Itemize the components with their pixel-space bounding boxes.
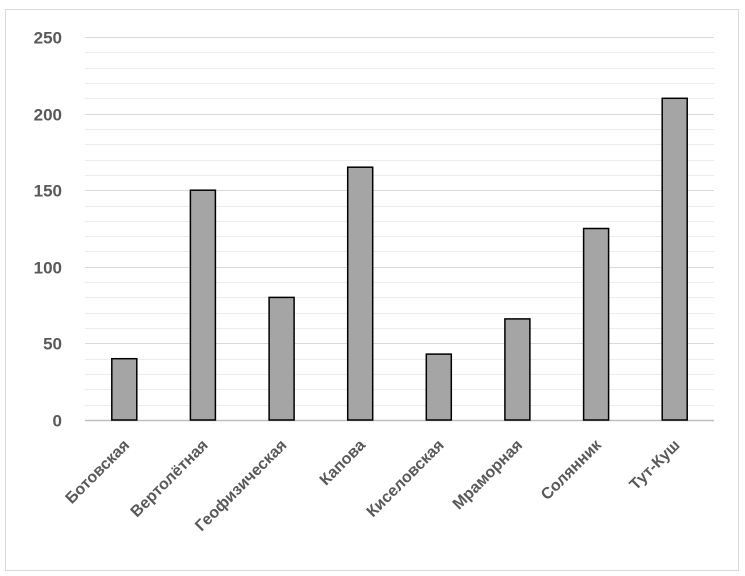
y-axis-tick-labels: 0 50 100 150 200 250 bbox=[34, 29, 62, 431]
x-category-label: Тут-Куш bbox=[627, 437, 684, 494]
y-tick-label: 200 bbox=[34, 106, 62, 125]
bar bbox=[189, 189, 217, 421]
bar bbox=[268, 296, 295, 421]
bar bbox=[346, 166, 374, 421]
y-tick-label: 250 bbox=[34, 29, 62, 48]
minor-gridlines bbox=[85, 52, 714, 406]
y-tick-label: 0 bbox=[53, 412, 62, 431]
bar bbox=[661, 97, 688, 421]
x-category-label: Киселовская bbox=[364, 437, 448, 521]
x-category-label: Мраморная bbox=[450, 437, 526, 513]
bar bbox=[425, 353, 453, 421]
x-category-label: Ботовская bbox=[63, 437, 134, 508]
x-category-label: Солянник bbox=[538, 436, 606, 504]
bar bbox=[582, 227, 610, 421]
bar bbox=[111, 357, 138, 421]
y-tick-label: 150 bbox=[34, 182, 62, 201]
bars-group bbox=[111, 97, 688, 421]
major-gridlines bbox=[85, 37, 714, 422]
x-category-label: Капова bbox=[317, 437, 369, 489]
y-tick-label: 50 bbox=[43, 335, 62, 354]
x-category-label: Вертолётная bbox=[128, 437, 212, 521]
y-tick-label: 100 bbox=[34, 259, 62, 278]
bar bbox=[504, 318, 531, 421]
